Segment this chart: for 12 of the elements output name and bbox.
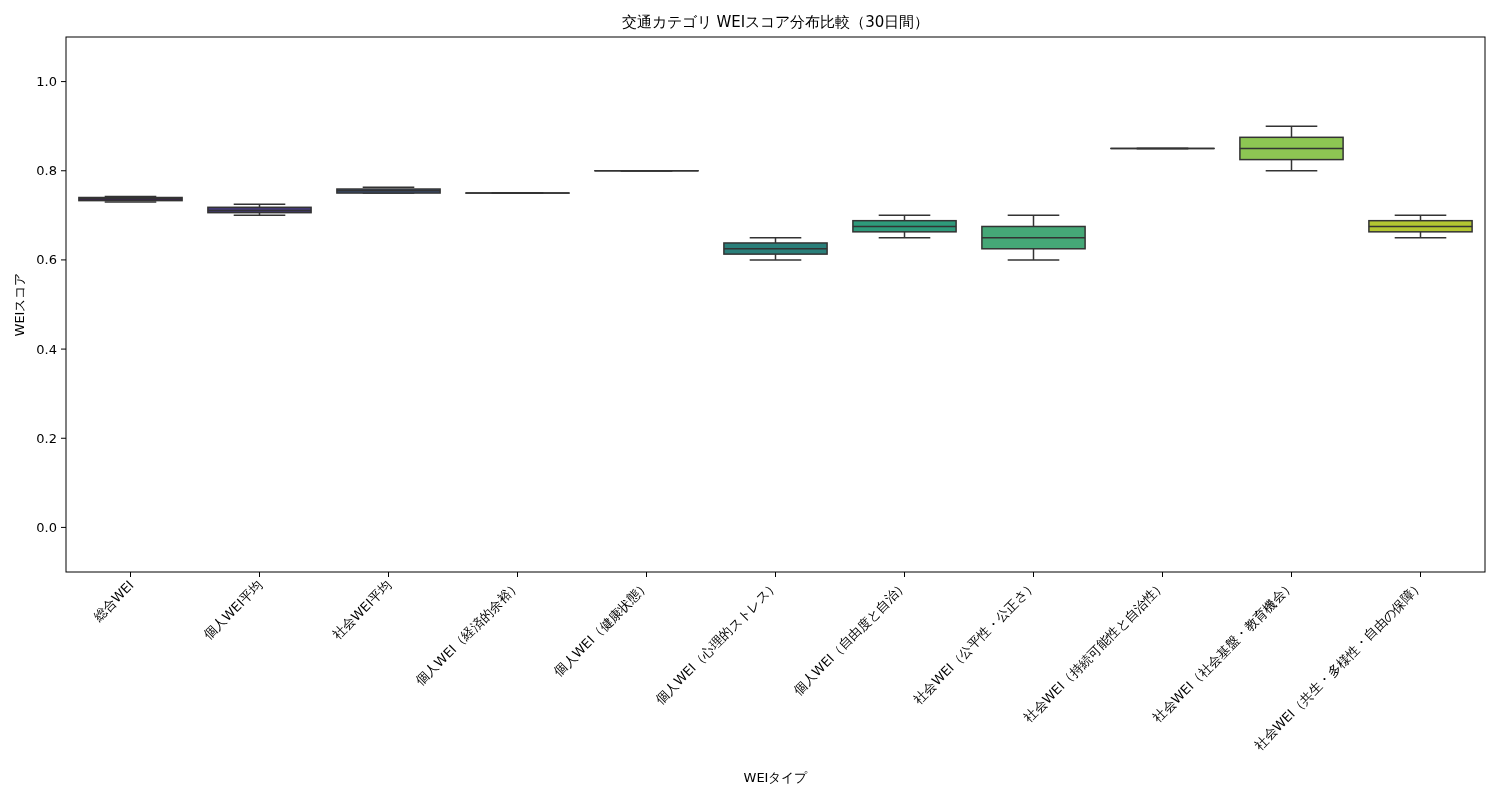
x-tick-label: 個人WEI（心理的ストレス）	[652, 577, 782, 707]
y-tick-label: 0.2	[36, 430, 57, 446]
y-tick-label: 0.6	[36, 252, 57, 268]
x-tick-label: 総合WEI	[89, 577, 137, 625]
y-axis-title: WEIスコア	[12, 272, 27, 337]
x-axis-title: WEIタイプ	[743, 770, 809, 785]
y-tick-label: 0.0	[36, 519, 57, 535]
y-tick-label: 0.8	[36, 163, 57, 179]
chart-title: 交通カテゴリ WEIスコア分布比較（30日間）	[621, 13, 930, 31]
x-tick-label: 個人WEI（健康状態）	[550, 577, 653, 680]
y-tick-label: 1.0	[36, 74, 57, 90]
y-tick-label: 0.4	[36, 341, 57, 357]
